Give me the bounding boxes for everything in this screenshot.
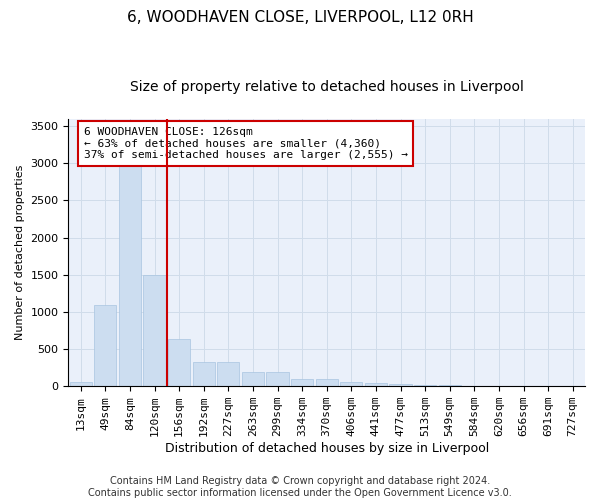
X-axis label: Distribution of detached houses by size in Liverpool: Distribution of detached houses by size … [164,442,489,455]
Bar [193,362,215,386]
Bar [94,304,116,386]
Bar [389,384,412,386]
Bar [266,372,289,386]
Bar [414,385,436,386]
Bar [143,275,166,386]
Bar [291,379,313,386]
Bar [365,384,387,386]
Text: 6 WOODHAVEN CLOSE: 126sqm
← 63% of detached houses are smaller (4,360)
37% of se: 6 WOODHAVEN CLOSE: 126sqm ← 63% of detac… [84,127,408,160]
Y-axis label: Number of detached properties: Number of detached properties [15,165,25,340]
Bar [70,382,92,386]
Bar [217,362,239,386]
Bar [340,382,362,386]
Title: Size of property relative to detached houses in Liverpool: Size of property relative to detached ho… [130,80,524,94]
Text: 6, WOODHAVEN CLOSE, LIVERPOOL, L12 0RH: 6, WOODHAVEN CLOSE, LIVERPOOL, L12 0RH [127,10,473,25]
Bar [119,160,141,386]
Bar [242,372,264,386]
Bar [168,338,190,386]
Text: Contains HM Land Registry data © Crown copyright and database right 2024.
Contai: Contains HM Land Registry data © Crown c… [88,476,512,498]
Bar [316,379,338,386]
